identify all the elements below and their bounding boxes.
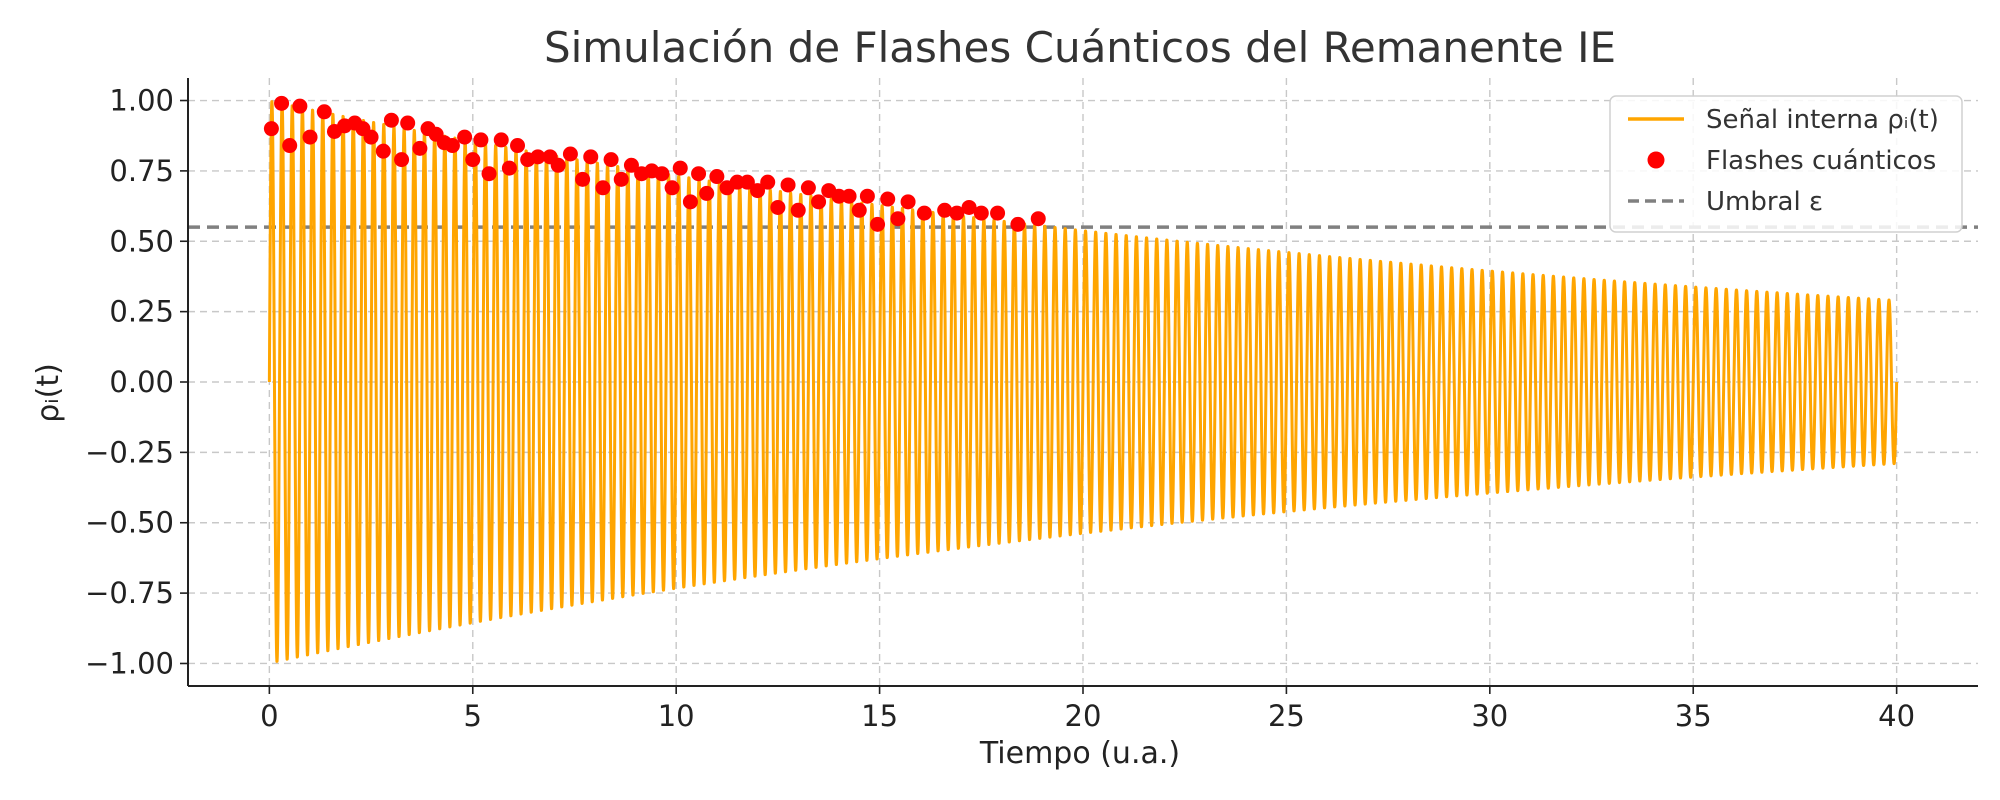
flash-point	[937, 202, 953, 218]
flash-point	[493, 132, 509, 148]
signal-line	[267, 100, 1899, 663]
flash-point	[672, 160, 688, 176]
flash-point	[750, 183, 766, 199]
flash-point	[375, 143, 391, 159]
flash-point	[274, 95, 290, 111]
flash-point	[990, 205, 1006, 221]
flash-point	[760, 174, 776, 190]
flash-point	[562, 146, 578, 162]
x-tick-label: 15	[861, 699, 898, 733]
y-tick-label: 1.00	[109, 84, 174, 118]
flash-point	[530, 149, 546, 165]
flash-point	[880, 191, 896, 207]
ticks: 0 5 10 15 20 25 30 35 40 1.00 0.75 0.50 0.25 0.00 −0.2…	[85, 84, 1915, 733]
flash-point	[851, 202, 867, 218]
flash-point	[916, 205, 932, 221]
flash-point	[501, 160, 517, 176]
signal-layer	[267, 100, 1899, 663]
flash-point	[595, 180, 611, 196]
flash-point	[302, 129, 318, 145]
legend-box	[1609, 95, 1963, 233]
flash-point	[682, 194, 698, 210]
flash-point	[412, 140, 428, 156]
flash-point	[510, 138, 526, 154]
legend-flashes-swatch	[1647, 151, 1665, 169]
flashes-layer	[263, 95, 1046, 232]
flash-point	[292, 98, 308, 114]
y-tick-label: 0.75	[109, 154, 174, 188]
flash-point	[780, 177, 796, 193]
legend-threshold-label: Umbral ε	[1706, 187, 1823, 217]
flash-point	[664, 180, 680, 196]
y-tick-label: −0.75	[85, 576, 174, 610]
flash-point	[465, 152, 481, 168]
flash-point	[603, 152, 619, 168]
x-tick-label: 35	[1675, 699, 1712, 733]
x-tick-label: 30	[1471, 699, 1508, 733]
flash-point	[961, 199, 977, 215]
flash-point	[859, 188, 875, 204]
flash-point	[790, 202, 806, 218]
y-tick-label: −0.25	[85, 435, 174, 469]
flash-point	[890, 211, 906, 227]
flash-point	[699, 185, 715, 201]
flash-point	[1030, 211, 1046, 227]
y-tick-label: 0.25	[109, 295, 174, 329]
flash-point	[613, 171, 629, 187]
flash-point	[949, 205, 965, 221]
chart-title: Simulación de Flashes Cuánticos del Rema…	[544, 23, 1616, 72]
x-tick-label: 5	[464, 699, 482, 733]
flash-point	[691, 166, 707, 182]
flash-point	[575, 171, 591, 187]
x-axis-label: Tiempo (u.a.)	[979, 736, 1180, 771]
flash-point	[654, 166, 670, 182]
y-tick-label: −0.50	[85, 506, 174, 540]
flash-point	[282, 138, 298, 154]
flash-point	[800, 180, 816, 196]
flash-point	[383, 112, 399, 128]
legend-flashes-label: Flashes cuánticos	[1706, 146, 1936, 176]
flash-point	[623, 157, 639, 173]
x-tick-label: 0	[260, 699, 278, 733]
flash-point	[473, 132, 489, 148]
flash-point	[363, 129, 379, 145]
flash-point	[870, 216, 886, 232]
flash-point	[811, 194, 827, 210]
flash-point	[400, 115, 416, 131]
flash-point	[444, 138, 460, 154]
flash-point	[973, 205, 989, 221]
flash-point	[583, 149, 599, 165]
x-tick-label: 20	[1065, 699, 1102, 733]
flash-point	[900, 194, 916, 210]
flash-point	[457, 129, 473, 145]
flash-point	[841, 188, 857, 204]
flash-point	[481, 166, 497, 182]
y-tick-label: 0.00	[109, 365, 174, 399]
flash-point	[263, 121, 279, 137]
y-axis-label: ρᵢ(t)	[31, 363, 66, 423]
flash-point	[770, 199, 786, 215]
flash-point	[316, 104, 332, 120]
x-tick-label: 25	[1268, 699, 1305, 733]
y-tick-label: 0.50	[109, 224, 174, 258]
flash-point	[1010, 216, 1026, 232]
flash-point	[394, 152, 410, 168]
x-tick-label: 40	[1878, 699, 1915, 733]
flash-point	[550, 157, 566, 173]
x-tick-label: 10	[658, 699, 695, 733]
flash-point	[709, 169, 725, 185]
legend-signal-label: Señal interna ρᵢ(t)	[1706, 105, 1939, 135]
flash-point	[739, 174, 755, 190]
y-tick-label: −1.00	[85, 646, 174, 680]
legend: Señal interna ρᵢ(t) Flashes cuánticos Um…	[1609, 95, 1963, 233]
